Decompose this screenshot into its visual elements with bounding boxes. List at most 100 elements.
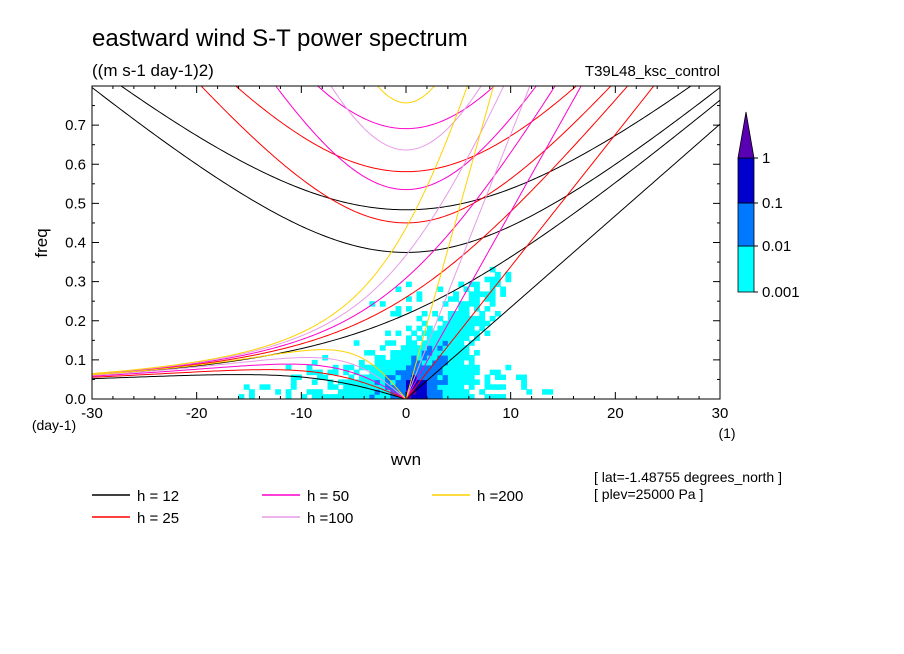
heat-cell <box>426 379 433 385</box>
heat-cell <box>426 330 433 337</box>
heat-cell <box>416 364 423 371</box>
heat-cell <box>453 364 459 371</box>
heat-cell <box>489 315 496 322</box>
heat-cell <box>332 369 339 376</box>
heat-cell <box>406 325 412 332</box>
heat-cell <box>400 345 407 351</box>
heat-cell <box>322 354 329 361</box>
heat-cell <box>390 369 397 376</box>
heat-cell <box>343 364 350 371</box>
heat-cell <box>348 364 355 371</box>
colorbar-label: 0.01 <box>762 238 791 255</box>
y-axis: 0.0 0.1 0.2 0.3 0.4 0.5 0.6 0.7 <box>65 105 720 408</box>
dispersion-h200-mrg <box>92 86 468 375</box>
dispersion-h200-kelvin <box>405 86 495 399</box>
run-label: T39L48_ksc_control <box>585 63 720 80</box>
heat-cell <box>500 394 507 399</box>
heat-cell <box>395 384 402 390</box>
heat-cell <box>453 350 459 356</box>
heat-cell <box>411 359 418 366</box>
heat-cell <box>400 354 407 361</box>
heat-cell <box>369 364 376 371</box>
heat-cell <box>468 315 475 322</box>
heat-cell <box>463 335 470 341</box>
heat-cell <box>411 364 418 371</box>
heat-cell <box>275 389 281 395</box>
heat-cell <box>458 301 465 307</box>
y-axis-unit: (day-1) <box>32 417 76 433</box>
heat-cell <box>406 374 412 381</box>
annotation-plev: [ plev=25000 Pa ] <box>594 486 703 502</box>
heat-cell <box>453 296 459 302</box>
heat-cell <box>442 354 449 361</box>
heat-cell <box>390 354 397 361</box>
heat-cell <box>390 374 397 381</box>
heat-cell <box>458 354 465 361</box>
heat-cell <box>489 301 496 307</box>
x-axis: -30 -20 -10 0 10 20 30 <box>81 86 728 422</box>
heat-cell <box>447 335 454 341</box>
heat-cell <box>369 350 376 356</box>
heat-cell <box>285 364 292 371</box>
heat-cell <box>421 359 428 366</box>
heat-cell <box>453 320 459 327</box>
heat-cell <box>411 345 418 351</box>
heat-cell <box>379 301 386 307</box>
heat-cell <box>374 394 381 399</box>
heat-cell <box>416 394 423 399</box>
heat-cell <box>395 306 402 312</box>
heat-cell <box>327 394 334 399</box>
heat-cell <box>406 335 412 341</box>
dispersion-h50-rossby <box>92 363 407 399</box>
heat-cell <box>447 364 454 371</box>
heat-cell <box>463 301 470 307</box>
heat-cell <box>311 359 318 366</box>
heat-cell <box>447 359 454 366</box>
x-axis-unit: (1) <box>718 425 735 441</box>
dispersion-h25-mrg <box>92 86 629 375</box>
heat-cell <box>421 389 428 395</box>
heat-cell <box>474 286 480 293</box>
heat-cell <box>521 374 527 381</box>
heat-cell <box>421 320 428 327</box>
annotation-lat: [ lat=-1.48755 degrees_north ] <box>594 469 782 485</box>
heat-cell <box>442 340 449 346</box>
dispersion-h25-kelvin <box>405 86 655 399</box>
heat-cell <box>437 354 444 361</box>
heat-cell <box>474 320 480 327</box>
heat-cell <box>390 384 397 390</box>
heat-cell <box>311 389 318 395</box>
heat-cell <box>416 389 423 395</box>
heat-cell <box>437 330 444 337</box>
heat-cell <box>442 301 449 307</box>
heat-cell <box>285 389 292 395</box>
heat-cell <box>343 389 350 395</box>
heat-cell <box>494 394 501 399</box>
heat-cell <box>437 286 444 293</box>
heat-cell <box>437 389 444 395</box>
dispersion-h50-kelvin <box>405 86 582 399</box>
heat-cell <box>447 354 454 361</box>
heat-cell <box>447 296 454 302</box>
heat-cell <box>474 335 480 341</box>
heat-cell <box>432 340 438 346</box>
heat-cell <box>463 350 470 356</box>
heat-cell <box>395 354 402 361</box>
heat-cell <box>442 369 449 376</box>
heat-cell <box>468 320 475 327</box>
heat-cell <box>411 340 418 346</box>
heat-cell <box>395 379 402 385</box>
heat-cell <box>400 379 407 385</box>
heat-cell <box>468 359 475 366</box>
heat-cell <box>343 384 350 390</box>
heat-cell <box>400 369 407 376</box>
x-tick-label: 30 <box>712 405 729 422</box>
heat-cell <box>395 350 402 356</box>
heat-cell <box>432 364 438 371</box>
dispersion-h100-ig1 <box>330 86 482 151</box>
heat-cell <box>437 345 444 351</box>
heat-cell <box>317 389 323 395</box>
heat-cell <box>395 286 402 293</box>
heat-cell <box>406 379 412 385</box>
heat-cell <box>489 394 496 399</box>
